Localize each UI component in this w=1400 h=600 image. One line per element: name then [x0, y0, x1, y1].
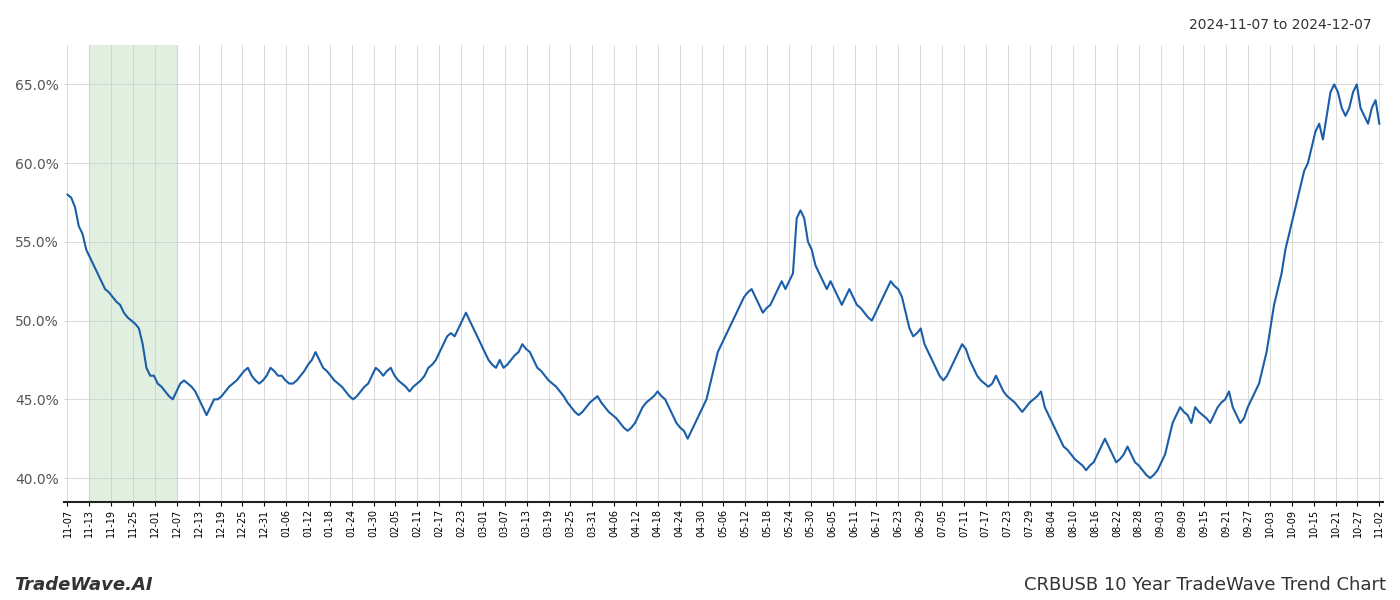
- Text: TradeWave.AI: TradeWave.AI: [14, 576, 153, 594]
- Bar: [90, 45, 176, 502]
- Text: CRBUSB 10 Year TradeWave Trend Chart: CRBUSB 10 Year TradeWave Trend Chart: [1023, 576, 1386, 594]
- Text: 2024-11-07 to 2024-12-07: 2024-11-07 to 2024-12-07: [1190, 18, 1372, 32]
